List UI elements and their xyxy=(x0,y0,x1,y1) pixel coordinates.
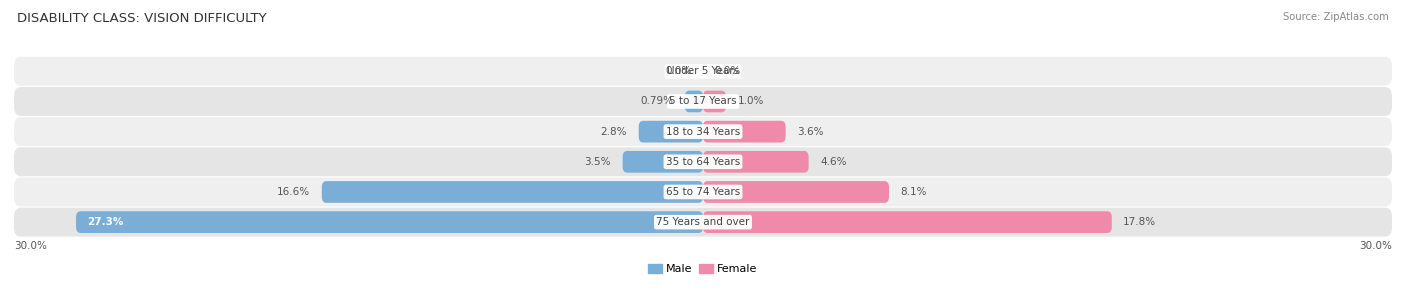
FancyBboxPatch shape xyxy=(703,91,725,112)
Text: 75 Years and over: 75 Years and over xyxy=(657,217,749,227)
Text: 0.79%: 0.79% xyxy=(640,96,673,106)
FancyBboxPatch shape xyxy=(685,91,703,112)
Text: 5 to 17 Years: 5 to 17 Years xyxy=(669,96,737,106)
Text: 3.5%: 3.5% xyxy=(585,157,612,167)
Text: 0.0%: 0.0% xyxy=(714,66,741,76)
FancyBboxPatch shape xyxy=(703,151,808,173)
FancyBboxPatch shape xyxy=(638,121,703,143)
FancyBboxPatch shape xyxy=(76,211,703,233)
Text: 17.8%: 17.8% xyxy=(1123,217,1156,227)
Text: 0.0%: 0.0% xyxy=(665,66,692,76)
FancyBboxPatch shape xyxy=(14,87,1392,116)
Text: DISABILITY CLASS: VISION DIFFICULTY: DISABILITY CLASS: VISION DIFFICULTY xyxy=(17,12,267,25)
FancyBboxPatch shape xyxy=(322,181,703,203)
Text: 30.0%: 30.0% xyxy=(14,241,46,251)
Text: Source: ZipAtlas.com: Source: ZipAtlas.com xyxy=(1284,12,1389,22)
Text: 18 to 34 Years: 18 to 34 Years xyxy=(666,127,740,136)
Text: 1.0%: 1.0% xyxy=(738,96,763,106)
Text: 30.0%: 30.0% xyxy=(1360,241,1392,251)
FancyBboxPatch shape xyxy=(14,208,1392,237)
Legend: Male, Female: Male, Female xyxy=(644,259,762,279)
Text: 16.6%: 16.6% xyxy=(277,187,311,197)
Text: 2.8%: 2.8% xyxy=(600,127,627,136)
FancyBboxPatch shape xyxy=(14,57,1392,86)
FancyBboxPatch shape xyxy=(14,178,1392,206)
FancyBboxPatch shape xyxy=(703,181,889,203)
FancyBboxPatch shape xyxy=(623,151,703,173)
FancyBboxPatch shape xyxy=(14,147,1392,176)
FancyBboxPatch shape xyxy=(14,117,1392,146)
Text: 27.3%: 27.3% xyxy=(87,217,124,227)
Text: 35 to 64 Years: 35 to 64 Years xyxy=(666,157,740,167)
Text: 65 to 74 Years: 65 to 74 Years xyxy=(666,187,740,197)
Text: Under 5 Years: Under 5 Years xyxy=(666,66,740,76)
FancyBboxPatch shape xyxy=(703,211,1112,233)
FancyBboxPatch shape xyxy=(703,121,786,143)
Text: 8.1%: 8.1% xyxy=(900,187,927,197)
Text: 4.6%: 4.6% xyxy=(820,157,846,167)
Text: 3.6%: 3.6% xyxy=(797,127,824,136)
